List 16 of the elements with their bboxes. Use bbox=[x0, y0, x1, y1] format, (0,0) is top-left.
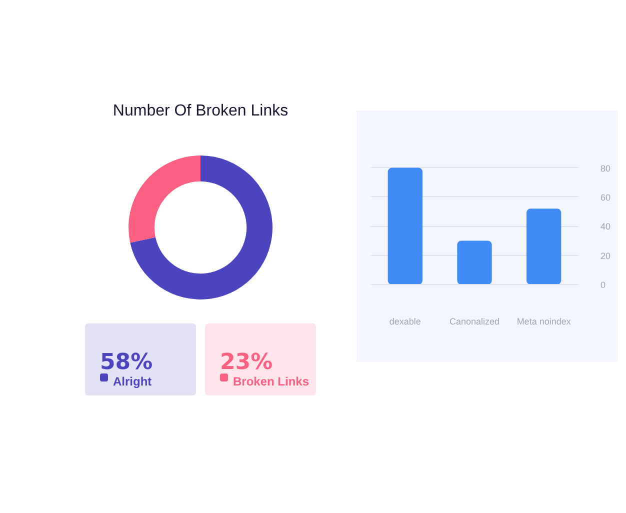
x-tick-label: dexable bbox=[389, 316, 421, 326]
chart-title: Number Of Broken Links bbox=[112, 102, 288, 120]
bar bbox=[457, 240, 492, 284]
x-tick-label: Meta noindex bbox=[516, 316, 572, 326]
y-tick-label: 40 bbox=[600, 222, 611, 232]
bar bbox=[526, 208, 562, 284]
data-label: 23% bbox=[220, 350, 273, 375]
y-tick-label: 0 bbox=[600, 280, 606, 290]
y-tick-label: 60 bbox=[600, 192, 611, 202]
data-label: 58% bbox=[100, 350, 153, 375]
x-tick-label: Canonalized bbox=[449, 316, 500, 326]
y-tick-label: 80 bbox=[600, 163, 611, 174]
legend-label: Alright bbox=[113, 374, 152, 388]
bar bbox=[388, 168, 422, 284]
legend-label: Broken Links bbox=[233, 374, 310, 388]
y-tick-label: 20 bbox=[600, 250, 611, 261]
